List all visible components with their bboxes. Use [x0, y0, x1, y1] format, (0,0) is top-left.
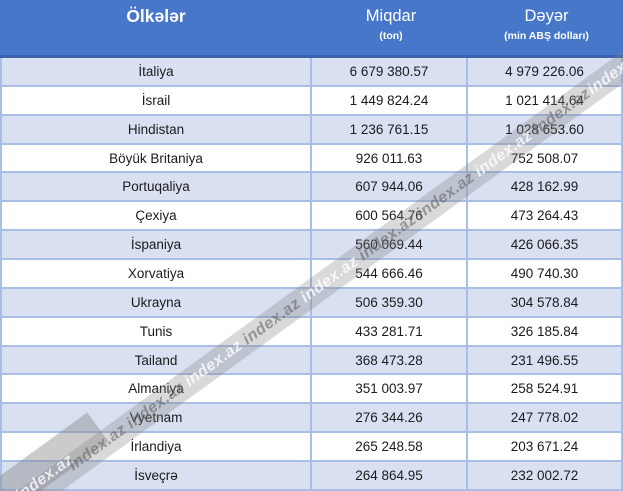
value-cell: 752 508.07 — [510, 150, 579, 166]
value-cell: 473 264.43 — [510, 208, 579, 224]
quantity-cell: 1 236 761.15 — [312, 115, 468, 143]
value-cell: 304 578.84 — [510, 294, 579, 310]
table-row: Ukrayna 506 359.30 304 578.84 — [2, 288, 621, 318]
table-row: Tunis 433 281.71 326 185.84 — [2, 317, 621, 347]
table-row: Hindistan 1 236 761.15 1 028 653.60 — [2, 115, 621, 145]
table-header: Ölkələr Miqdar (ton) Dəyər (min ABŞ doll… — [0, 0, 623, 58]
quantity-cell: 351 003.97 — [312, 375, 468, 403]
value-cell: 4 979 226.06 — [505, 63, 584, 79]
table-row: Xorvatiya 544 666.46 490 740.30 — [2, 260, 621, 289]
quantity-cell: 926 011.63 — [312, 144, 468, 172]
column-header-countries: Ölkələr — [0, 0, 312, 55]
country-cell: Çexiya — [2, 202, 312, 230]
table-row: Böyük Britaniya 926 011.63 752 508.07 — [2, 144, 621, 174]
column-header-value: Dəyər (min ABŞ dolları) — [470, 0, 623, 55]
country-cell: Böyük Britaniya — [2, 144, 312, 172]
table-body: İtaliya 6 679 380.57 4 979 226.06 İsrail 1 4… — [0, 58, 623, 491]
value-cell: 426 066.35 — [510, 237, 579, 253]
country-cell: Ukrayna — [2, 288, 312, 316]
country-cell: Tunis — [2, 317, 312, 345]
column-sublabel: (ton) — [379, 30, 403, 42]
country-cell: Almaniya — [2, 375, 312, 403]
table-row: İtaliya 6 679 380.57 4 979 226.06 — [2, 58, 621, 87]
quantity-cell: 265 248.58 — [312, 433, 468, 461]
country-cell: İspaniya — [2, 231, 312, 259]
quantity-cell: 560 069.44 — [312, 231, 468, 259]
value-cell: 1 021 414.64 — [505, 92, 584, 108]
country-cell: İtaliya — [2, 58, 312, 85]
country-cell: İsveçrə — [2, 462, 312, 489]
country-cell: Vyetnam — [2, 404, 312, 432]
table-row: İsveçrə 264 864.95 232 002.72 — [2, 462, 621, 489]
quantity-cell: 6 679 380.57 — [312, 58, 468, 85]
column-label: Ölkələr — [126, 6, 186, 26]
column-sublabel: (min ABŞ dolları) — [504, 30, 589, 42]
table-row: Portuqaliya 607 944.06 428 162.99 — [2, 173, 621, 203]
column-header-quantity: Miqdar (ton) — [312, 0, 470, 55]
quantity-cell: 544 666.46 — [312, 260, 468, 287]
country-cell: Hindistan — [2, 115, 312, 143]
country-cell: Tailand — [2, 346, 312, 374]
table-row: Almaniya 351 003.97 258 524.91 — [2, 375, 621, 405]
quantity-cell: 368 473.28 — [312, 346, 468, 374]
value-cell: 232 002.72 — [510, 467, 579, 483]
country-cell: İsrail — [2, 86, 312, 114]
value-cell: 258 524.91 — [510, 381, 579, 397]
quantity-cell: 607 944.06 — [312, 173, 468, 201]
value-cell: 1 028 653.60 — [505, 121, 584, 137]
column-label: Dəyər — [524, 7, 569, 25]
table-row: Çexiya 600 564.76 473 264.43 — [2, 202, 621, 232]
quantity-cell: 506 359.30 — [312, 288, 468, 316]
country-cell: Xorvatiya — [2, 260, 312, 287]
quantity-cell: 600 564.76 — [312, 202, 468, 230]
quantity-cell: 1 449 824.24 — [312, 86, 468, 114]
value-cell: 203 671.24 — [510, 439, 579, 455]
value-cell: 326 185.84 — [510, 323, 579, 339]
value-cell: 490 740.30 — [510, 265, 579, 281]
value-cell: 428 162.99 — [510, 179, 579, 195]
country-cell: İrlandiya — [2, 433, 312, 461]
table-row: Tailand 368 473.28 231 496.55 — [2, 346, 621, 376]
table-row: Vyetnam 276 344.26 247 778.02 — [2, 404, 621, 434]
table-row: İrlandiya 265 248.58 203 671.24 — [2, 433, 621, 463]
quantity-cell: 276 344.26 — [312, 404, 468, 432]
value-cell: 247 778.02 — [510, 410, 579, 426]
table-row: İspaniya 560 069.44 426 066.35 — [2, 231, 621, 261]
table-row: İsrail 1 449 824.24 1 021 414.64 — [2, 86, 621, 116]
value-cell: 231 496.55 — [510, 352, 579, 368]
quantity-cell: 264 864.95 — [312, 462, 468, 489]
country-cell: Portuqaliya — [2, 173, 312, 201]
quantity-cell: 433 281.71 — [312, 317, 468, 345]
column-label: Miqdar — [365, 7, 417, 25]
